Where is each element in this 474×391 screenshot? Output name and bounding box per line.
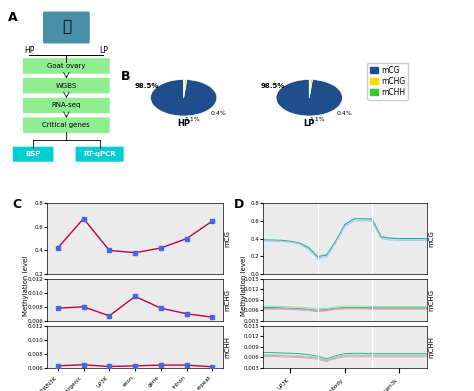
Legend: mCG, mCHG, mCHH: mCG, mCHG, mCHH <box>367 63 408 100</box>
Text: mCG: mCG <box>428 230 434 247</box>
Text: 1.1%: 1.1% <box>310 117 326 122</box>
Text: C: C <box>12 198 21 211</box>
Text: HP: HP <box>24 47 35 56</box>
FancyBboxPatch shape <box>43 12 90 43</box>
Wedge shape <box>151 79 217 116</box>
Text: HP: HP <box>177 119 190 128</box>
Text: mCHH: mCHH <box>225 336 230 358</box>
FancyBboxPatch shape <box>23 58 110 74</box>
Text: A: A <box>9 11 18 23</box>
Text: Goat ovary: Goat ovary <box>47 63 86 69</box>
Wedge shape <box>183 79 187 98</box>
Text: 0.4%: 0.4% <box>336 111 352 116</box>
Wedge shape <box>276 79 342 116</box>
Text: BSP: BSP <box>26 151 41 157</box>
Text: mCHG: mCHG <box>428 289 434 311</box>
FancyBboxPatch shape <box>23 97 110 113</box>
Text: 0.4%: 0.4% <box>210 111 227 116</box>
FancyBboxPatch shape <box>13 147 54 162</box>
Wedge shape <box>309 79 312 98</box>
Text: Methylation level: Methylation level <box>241 255 247 316</box>
Wedge shape <box>309 79 310 98</box>
Text: LP: LP <box>99 47 108 56</box>
Text: 1.1%: 1.1% <box>184 117 200 122</box>
Text: B: B <box>120 70 130 83</box>
FancyBboxPatch shape <box>23 117 110 133</box>
Text: mCHG: mCHG <box>225 289 230 311</box>
FancyBboxPatch shape <box>76 147 124 162</box>
Text: WGBS: WGBS <box>56 83 77 89</box>
Text: 🐐: 🐐 <box>62 19 71 34</box>
Text: 98.5%: 98.5% <box>135 83 159 89</box>
Text: mCG: mCG <box>225 230 230 247</box>
Text: RT-qPCR: RT-qPCR <box>83 151 116 157</box>
Text: mCHH: mCHH <box>428 336 434 358</box>
Text: LP: LP <box>304 119 315 128</box>
Text: D: D <box>234 198 244 211</box>
Wedge shape <box>183 79 184 98</box>
Text: Critical genes: Critical genes <box>43 122 90 128</box>
Text: RNA-seq: RNA-seq <box>52 102 81 108</box>
Text: 98.5%: 98.5% <box>261 83 285 89</box>
Text: Methylation level: Methylation level <box>23 255 29 316</box>
FancyBboxPatch shape <box>23 78 110 94</box>
